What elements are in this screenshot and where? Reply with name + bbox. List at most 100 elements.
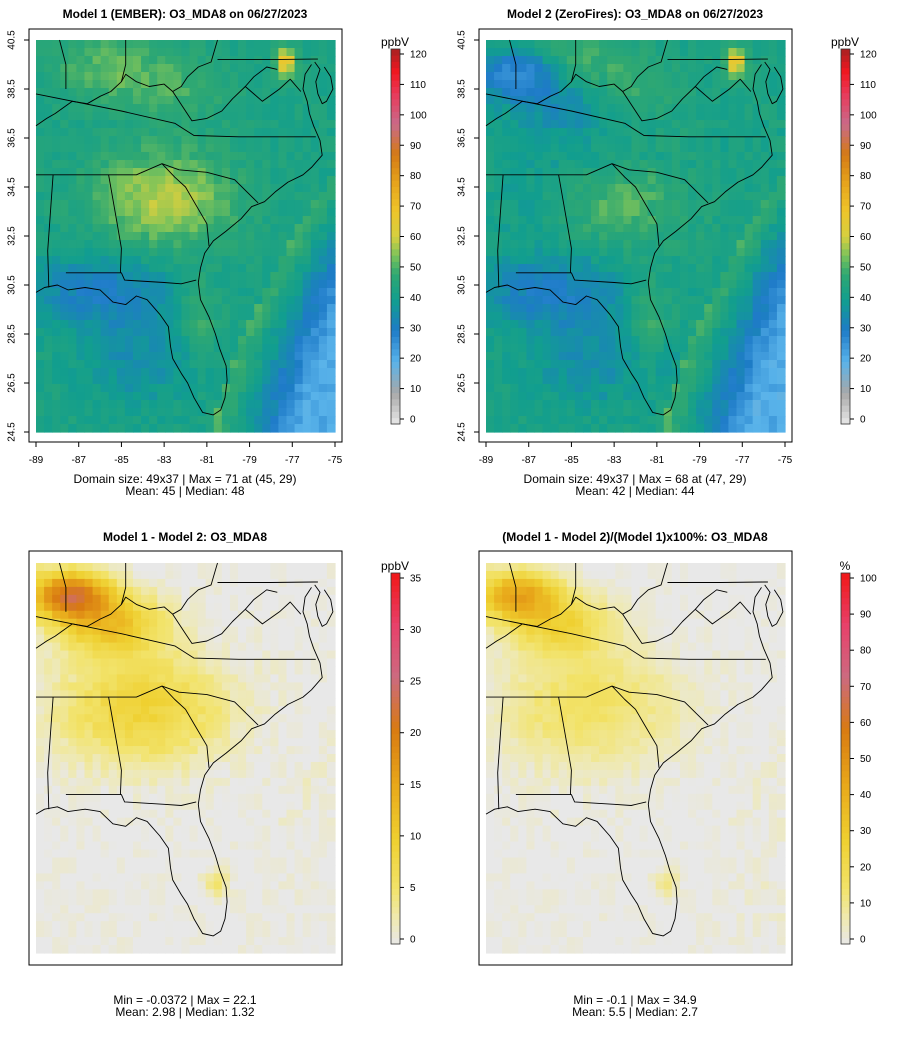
heatmap-cell — [108, 240, 118, 249]
colorbar-segment — [841, 149, 850, 156]
heatmap-cell — [542, 208, 552, 217]
heatmap-cell — [229, 384, 239, 393]
heatmap-cell — [132, 730, 142, 739]
heatmap-cell — [326, 761, 336, 771]
heatmap-cell — [631, 88, 641, 97]
heatmap-cell — [286, 594, 296, 604]
heatmap-cell — [149, 594, 158, 604]
heatmap-cell — [318, 152, 328, 161]
heatmap-cell — [582, 352, 592, 361]
heatmap-cell — [631, 176, 641, 185]
heatmap-cell — [189, 777, 199, 787]
heatmap-cell — [591, 200, 600, 209]
heatmap-cell — [318, 714, 328, 723]
heatmap-cell — [221, 424, 231, 433]
heatmap-cell — [44, 706, 53, 715]
heatmap-cell — [197, 104, 207, 113]
heatmap-cell — [52, 416, 61, 425]
heatmap-cell — [494, 176, 503, 185]
heatmap-cell — [44, 690, 53, 699]
heatmap-cell — [671, 248, 681, 257]
heatmap-cell — [270, 272, 280, 281]
heatmap-cell — [76, 64, 86, 73]
heatmap-cell — [286, 88, 296, 97]
heatmap-cell — [655, 64, 665, 73]
heatmap-cell — [278, 240, 288, 249]
colorbar-segment — [391, 330, 400, 337]
heatmap-cell — [197, 674, 207, 683]
heatmap-cell — [510, 424, 519, 433]
heatmap-cell — [502, 176, 511, 185]
heatmap-cell — [318, 610, 328, 620]
heatmap-cell — [36, 312, 45, 321]
heatmap-cell — [574, 128, 584, 137]
heatmap-cell — [238, 184, 247, 193]
heatmap-cell — [486, 120, 495, 129]
heatmap-cell — [623, 416, 633, 425]
heatmap-cell — [326, 682, 336, 691]
heatmap-cell — [278, 272, 288, 281]
heatmap-cell — [52, 48, 61, 57]
heatmap-cell — [36, 304, 45, 313]
heatmap-cell — [36, 424, 45, 433]
heatmap-cell — [36, 368, 45, 377]
heatmap-cell — [550, 272, 560, 281]
heatmap-cell — [60, 722, 69, 731]
heatmap-cell — [149, 288, 158, 297]
heatmap-cell — [696, 104, 705, 113]
colorbar-segment — [391, 86, 400, 94]
heatmap-cell — [246, 384, 255, 393]
heatmap-cell — [197, 570, 207, 580]
heatmap-cell — [776, 176, 786, 185]
heatmap-cell — [189, 88, 199, 97]
heatmap-cell — [124, 722, 134, 731]
heatmap-cell — [542, 72, 552, 81]
heatmap-cell — [736, 288, 746, 297]
heatmap-cell — [116, 320, 126, 329]
heatmap-cell — [736, 344, 746, 353]
heatmap-cell — [326, 192, 336, 201]
heatmap-cell — [623, 136, 633, 145]
heatmap-cell — [663, 80, 673, 89]
heatmap-cell — [510, 112, 519, 121]
heatmap-cell — [60, 352, 69, 361]
heatmap-cell — [776, 184, 786, 193]
heatmap-cell — [92, 722, 102, 731]
heatmap-cell — [181, 88, 191, 97]
heatmap-cell — [526, 416, 536, 425]
heatmap-cell — [238, 642, 247, 652]
heatmap-cell — [776, 64, 786, 73]
heatmap-cell — [278, 248, 288, 257]
heatmap-cell — [205, 416, 215, 425]
heatmap-cell — [52, 72, 61, 81]
heatmap-cell — [704, 256, 713, 265]
heatmap-cell — [696, 400, 705, 409]
heatmap-cell — [526, 312, 536, 321]
heatmap-cell — [776, 304, 786, 313]
heatmap-cell — [221, 56, 231, 65]
heatmap-cell — [68, 216, 77, 225]
heatmap-cell — [663, 128, 673, 137]
heatmap-cell — [550, 168, 560, 177]
heatmap-cell — [502, 272, 511, 281]
heatmap-cell — [502, 64, 511, 73]
heatmap-cell — [639, 296, 649, 305]
heatmap-cell — [262, 785, 271, 795]
heatmap-cell — [44, 563, 53, 572]
heatmap-cell — [181, 626, 191, 636]
heatmap-cell — [197, 344, 207, 353]
heatmap-cell — [213, 424, 223, 433]
heatmap-cell — [238, 328, 247, 337]
heatmap-cell — [318, 184, 328, 193]
heatmap-cell — [116, 400, 126, 409]
heatmap-cell — [52, 650, 61, 660]
heatmap-cell — [326, 376, 336, 385]
colorbar-segment — [391, 174, 400, 181]
heatmap-cell — [510, 400, 519, 409]
heatmap-cell — [518, 152, 527, 161]
heatmap-cell — [124, 176, 134, 185]
heatmap-cell — [286, 224, 296, 233]
heatmap-cell — [238, 682, 247, 691]
heatmap-cell — [141, 152, 150, 161]
heatmap-cell — [141, 408, 150, 417]
